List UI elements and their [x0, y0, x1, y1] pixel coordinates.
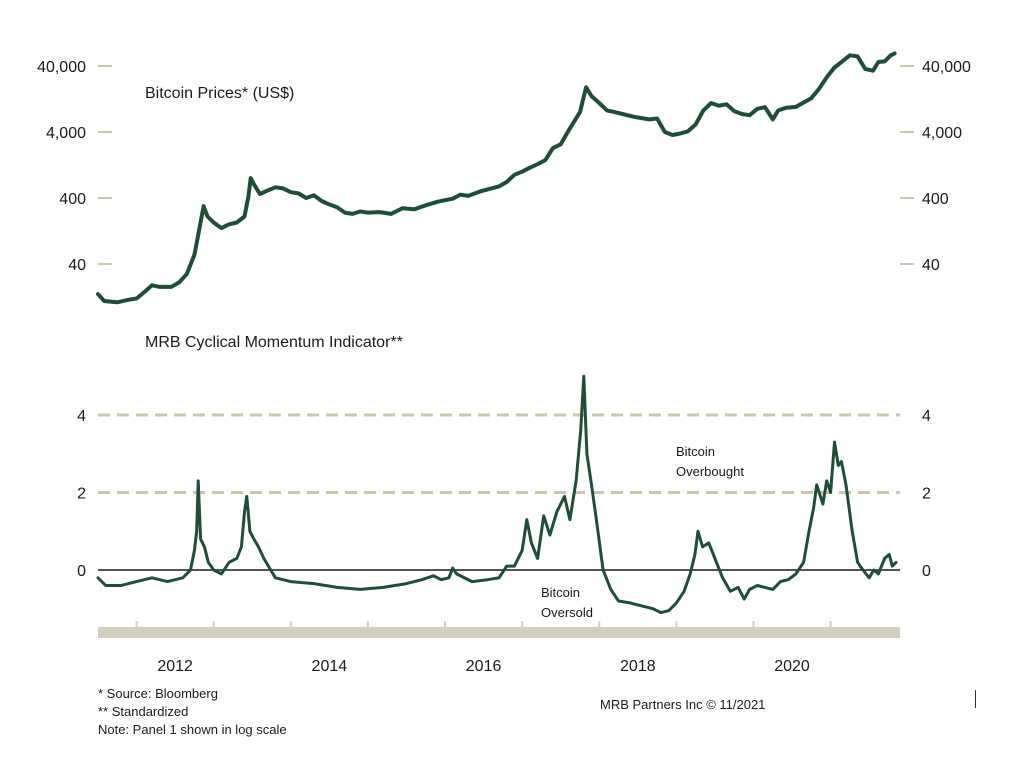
price-tick-label-left: 400 [59, 191, 86, 208]
footnote-source: * Source: Bloomberg [98, 686, 218, 701]
oversold-line2: Oversold [541, 605, 594, 620]
x-axis: 2012 2014 2016 2018 2020 [98, 621, 900, 675]
momentum-tick-label-left: 0 [77, 563, 86, 580]
price-tick-label-left: 40,000 [37, 59, 86, 76]
price-line [96, 51, 897, 305]
price-tick-label-right: 4,000 [922, 125, 962, 142]
x-axis-label: 2020 [774, 658, 810, 675]
momentum-y-ticks: 0 0 2 2 4 4 [77, 408, 931, 580]
momentum-tick-label-left: 2 [77, 486, 86, 503]
x-axis-label: 2016 [466, 658, 502, 675]
overbought-annotation: Bitcoin Overbought [676, 442, 744, 482]
momentum-series [96, 374, 898, 615]
x-axis-band [98, 627, 900, 638]
x-axis-label: 2018 [620, 658, 656, 675]
x-axis-label: 2012 [157, 658, 193, 675]
credit-text: MRB Partners Inc © 11/2021 [600, 697, 766, 712]
momentum-tick-label-right: 4 [922, 408, 931, 425]
momentum-tick-label-left: 4 [77, 408, 86, 425]
footnote-note: Note: Panel 1 shown in log scale [98, 722, 287, 737]
footnotes: * Source: Bloomberg ** Standardized Note… [98, 685, 287, 739]
price-y-ticks: 40 40 400 400 4,000 4,000 40,000 40,000 [37, 59, 971, 274]
price-tick-label-left: 4,000 [46, 125, 86, 142]
price-panel: Bitcoin Prices* (US$) 40 40 400 400 4,000 4,0… [37, 51, 971, 305]
momentum-panel: MRB Cyclical Momentum Indicator** 0 0 2 2 4 4 [77, 334, 931, 615]
price-tick-label-right: 400 [922, 191, 949, 208]
text-cursor [975, 690, 976, 708]
momentum-line [96, 374, 898, 615]
overbought-line2: Overbought [676, 464, 744, 479]
x-axis-label: 2014 [312, 658, 348, 675]
overbought-line1: Bitcoin [676, 444, 716, 459]
price-tick-label-left: 40 [68, 257, 86, 274]
momentum-reference-lines [98, 413, 900, 571]
momentum-panel-title: MRB Cyclical Momentum Indicator** [145, 334, 403, 351]
oversold-line1: Bitcoin [541, 585, 581, 600]
price-tick-label-right: 40,000 [922, 59, 971, 76]
price-panel-title: Bitcoin Prices* (US$) [145, 85, 294, 102]
momentum-tick-label-right: 0 [922, 563, 931, 580]
price-series [96, 51, 897, 305]
momentum-tick-label-right: 2 [922, 486, 931, 503]
price-tick-label-right: 40 [922, 257, 940, 274]
footnote-standardized: ** Standardized [98, 704, 189, 719]
oversold-annotation: Bitcoin Oversold [541, 583, 593, 623]
